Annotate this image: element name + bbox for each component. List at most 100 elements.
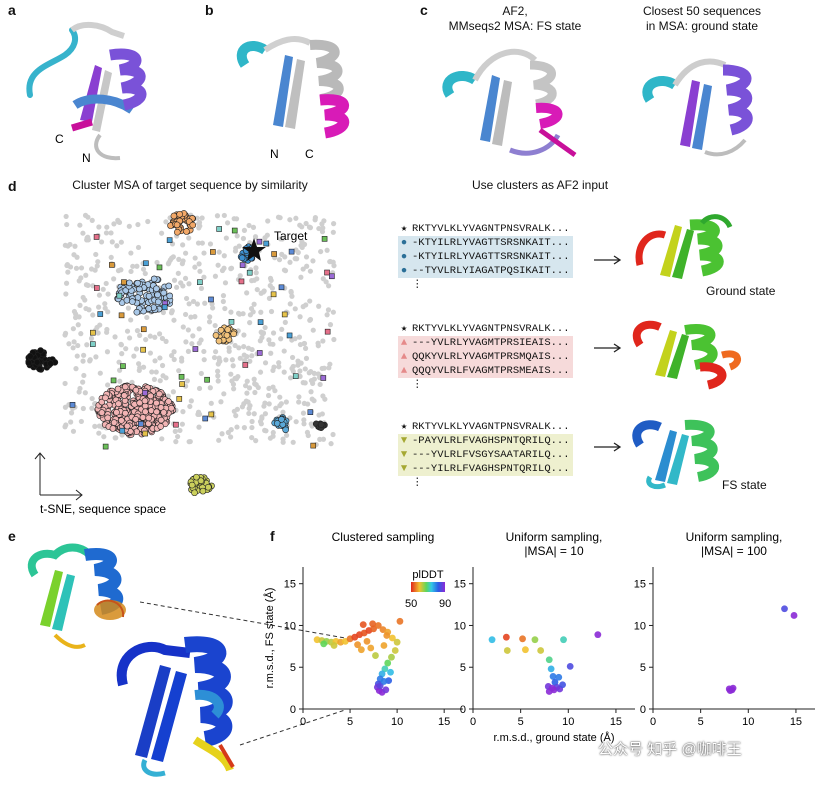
tsne-cluster-point: [216, 226, 222, 232]
tsne-point: [196, 424, 202, 430]
cluster-highlight: [398, 434, 573, 476]
tsne-point: [246, 222, 252, 229]
tsne-point: [170, 389, 176, 395]
y-tick-label: 0: [460, 704, 466, 716]
tsne-point: [303, 302, 309, 308]
tsne-point: [196, 326, 202, 332]
tsne-point: [253, 265, 259, 271]
tsne-point: [233, 216, 240, 222]
tsne-point: [74, 353, 80, 359]
tsne-point: [268, 277, 274, 284]
c-terminus-label-a: C: [55, 132, 64, 146]
tsne-cluster-point: [118, 417, 125, 424]
tsne-point: [192, 264, 198, 270]
tsne-cluster-point: [231, 227, 238, 234]
tsne-point: [108, 254, 114, 261]
scatter-point: [555, 673, 563, 681]
panel-d-title-right: Use clusters as AF2 input: [471, 178, 609, 192]
n-terminus-label-a: N: [82, 151, 91, 165]
tsne-cluster-point: [161, 304, 168, 311]
tsne-point: [88, 335, 95, 342]
tsne-cluster-point: [89, 341, 96, 347]
tsne-point: [312, 217, 318, 223]
tsne-point: [81, 352, 87, 358]
scatter-point: [547, 665, 555, 673]
n-terminus-label-b: N: [270, 147, 279, 161]
tsne-point: [229, 357, 236, 363]
tsne-point: [321, 365, 327, 371]
tsne-cluster-point: [142, 408, 149, 416]
tsne-point: [175, 270, 181, 276]
tsne-point: [152, 358, 158, 364]
tsne-point: [287, 301, 293, 307]
tsne-point: [276, 364, 282, 370]
tsne-cluster-point: [69, 402, 76, 408]
tsne-point: [201, 357, 207, 363]
tsne-cluster-point: [310, 442, 317, 449]
tsne-point: [262, 324, 268, 331]
tsne-cluster-point: [147, 407, 155, 414]
tsne-cluster-point: [228, 319, 235, 325]
more-sequences-ellipsis: ⋮: [412, 279, 423, 291]
cluster-marker-icon: ●: [400, 251, 408, 263]
scatter-point: [594, 631, 602, 639]
tsne-point: [112, 334, 118, 340]
tsne-point: [135, 221, 141, 228]
tsne-point: [251, 301, 257, 307]
tsne-cluster-point: [119, 427, 126, 434]
panel-c-caption-right: Closest 50 sequences in MSA: ground stat…: [642, 4, 762, 33]
tsne-point: [153, 369, 159, 375]
colorbar-min-label: 50: [405, 598, 417, 610]
tsne-point: [156, 331, 163, 337]
tsne-point: [232, 248, 239, 254]
tsne-point: [96, 304, 102, 310]
tsne-cluster-point: [121, 392, 128, 399]
cluster-marker-icon: ▼: [400, 435, 408, 447]
tsne-point: [160, 373, 166, 379]
tsne-cluster-point: [139, 414, 147, 421]
msa-sequence: ⋮: [412, 476, 570, 490]
arrow-right-icon: [594, 442, 622, 452]
target-sequence: ★ RKTYVLKLYVAGNTPNSVRALK...: [401, 420, 570, 434]
tsne-point: [171, 356, 177, 363]
tsne-point: [301, 400, 307, 407]
fs-state-label: FS state: [722, 478, 767, 492]
target-sequence: ★ RKTYVLKLYVAGNTPNSVRALK...: [401, 322, 570, 336]
tsne-point: [221, 212, 227, 219]
panel-c-letter: c: [420, 2, 428, 18]
tsne-cluster-point: [168, 404, 175, 412]
scatter-point: [363, 637, 371, 645]
cluster-marker-icon: ●: [400, 265, 408, 277]
tsne-point: [259, 415, 265, 422]
tsne-point: [258, 421, 264, 427]
scatter-point: [545, 656, 553, 664]
tsne-point: [323, 279, 329, 285]
tsne-point: [74, 254, 80, 260]
tsne-cluster-point: [286, 332, 293, 339]
tsne-point: [201, 250, 207, 256]
tsne-point: [223, 357, 229, 363]
tsne-cluster-point: [123, 422, 131, 430]
tsne-point: [297, 373, 303, 379]
tsne-cluster-point: [140, 346, 146, 353]
tsne-point: [68, 410, 75, 416]
tsne-cluster-point: [173, 421, 179, 428]
tsne-point: [82, 390, 88, 396]
more-sequences-ellipsis: ⋮: [412, 379, 423, 391]
tsne-point: [78, 331, 84, 337]
tsne-point: [295, 362, 301, 368]
scatter-point: [566, 663, 574, 670]
tsne-cluster-point: [281, 311, 288, 318]
tsne-point: [75, 322, 81, 328]
tsne-point: [89, 217, 95, 223]
tsne-point: [198, 285, 205, 291]
tsne-point: [185, 327, 191, 333]
tsne-cluster-point: [292, 373, 299, 379]
x-tick-label: 10: [391, 716, 403, 728]
tsne-point: [102, 301, 108, 307]
tsne-point: [240, 235, 247, 242]
sequence-text: ---YVLRLYVAGMTPRSIEAIS...: [412, 337, 570, 349]
tsne-point: [302, 366, 308, 372]
plot-title: Clustered sampling: [332, 530, 435, 544]
tsne-point: [96, 292, 103, 298]
